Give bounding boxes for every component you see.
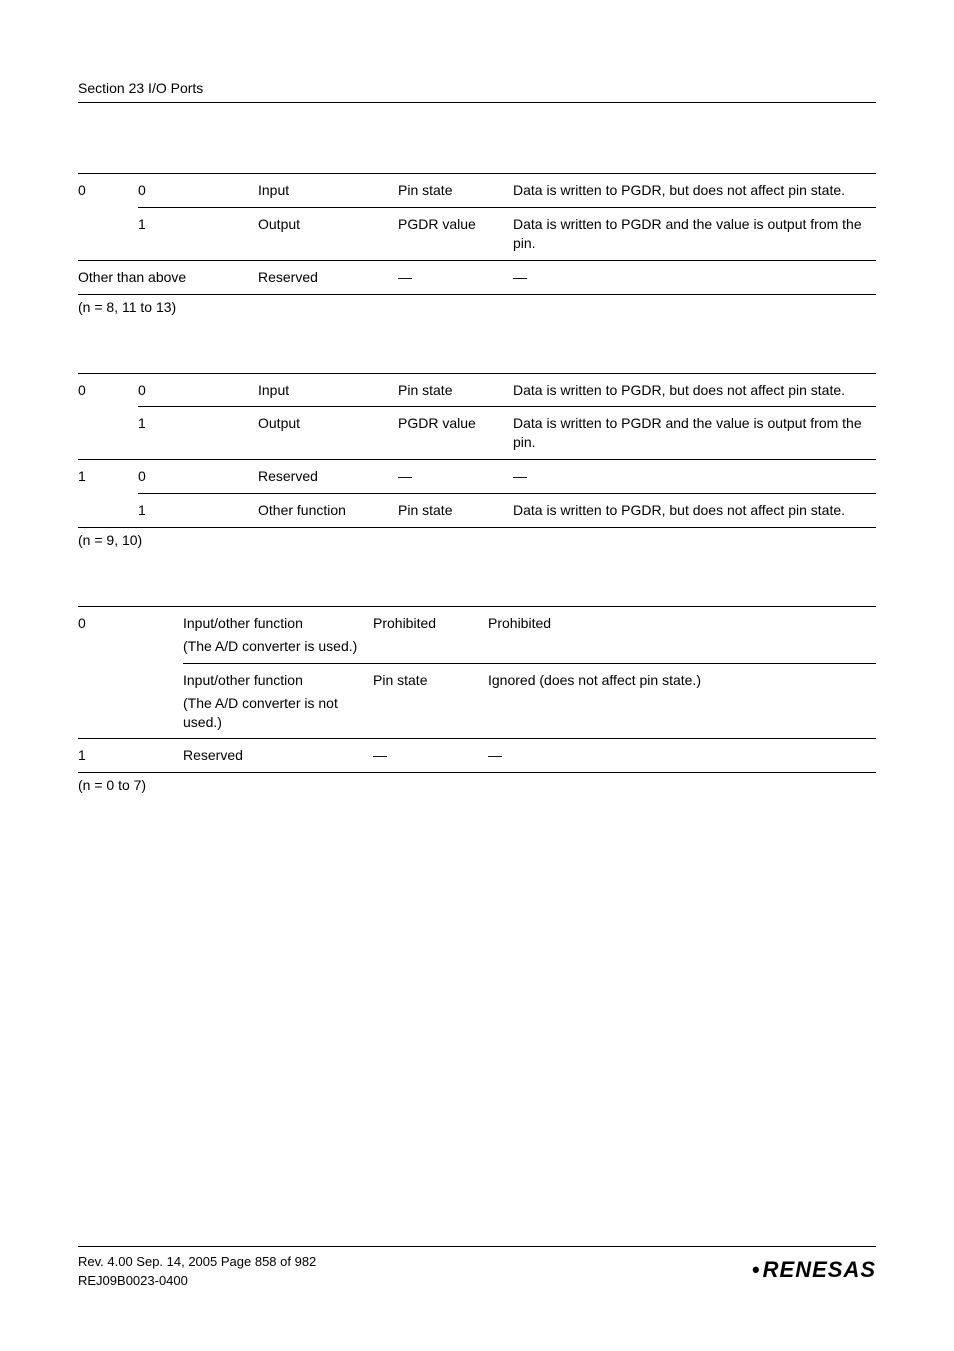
table-1: 0 0 Input Pin state Data is written to P… (78, 173, 876, 295)
cell: Reserved (183, 739, 373, 773)
table-row: 1 0 Reserved — — (78, 460, 876, 494)
table-row: Other than above Reserved — — (78, 260, 876, 294)
table-2-note: (n = 9, 10) (78, 532, 876, 548)
table-2: 0 0 Input Pin state Data is written to P… (78, 373, 876, 528)
cell-text: Input/other function (183, 671, 363, 690)
cell: — (513, 460, 876, 494)
cell: 1 (78, 460, 138, 494)
cell: — (398, 460, 513, 494)
cell: Data is written to PGDR and the value is… (513, 407, 876, 460)
cell: Pin state (398, 494, 513, 528)
page-footer: Rev. 4.00 Sep. 14, 2005 Page 858 of 982 … (78, 1246, 876, 1291)
table-row: 1 Output PGDR value Data is written to P… (78, 207, 876, 260)
cell: Other function (258, 494, 398, 528)
table-row: 0 0 Input Pin state Data is written to P… (78, 373, 876, 407)
section-header: Section 23 I/O Ports (78, 80, 876, 103)
cell: Prohibited (488, 607, 876, 664)
page: Section 23 I/O Ports 0 0 Input Pin state… (0, 0, 954, 1351)
cell: 0 (138, 373, 258, 407)
table-3: 0 Input/other function (The A/D converte… (78, 606, 876, 773)
cell: — (398, 260, 513, 294)
cell: Output (258, 407, 398, 460)
cell: 0 (138, 174, 258, 208)
cell: Ignored (does not affect pin state.) (488, 663, 876, 739)
table-row: 1 Reserved — — (78, 739, 876, 773)
table-row: 0 Input/other function (The A/D converte… (78, 607, 876, 664)
cell: Reserved (258, 460, 398, 494)
cell: — (488, 739, 876, 773)
cell: PGDR value (398, 207, 513, 260)
renesas-logo: •RENESAS (752, 1253, 876, 1283)
footer-line-2: REJ09B0023-0400 (78, 1272, 316, 1291)
cell: Output (258, 207, 398, 260)
table-row: 1 Other function Pin state Data is writt… (78, 494, 876, 528)
cell (78, 407, 138, 460)
cell (78, 663, 183, 739)
cell: 0 (78, 373, 138, 407)
cell: Reserved (258, 260, 398, 294)
cell (78, 207, 138, 260)
cell: Prohibited (373, 607, 488, 664)
cell: Data is written to PGDR and the value is… (513, 207, 876, 260)
cell: Data is written to PGDR, but does not af… (513, 174, 876, 208)
cell: Pin state (373, 663, 488, 739)
cell: Input (258, 174, 398, 208)
cell: — (373, 739, 488, 773)
cell: Pin state (398, 174, 513, 208)
cell-text: (The A/D converter is used.) (183, 637, 363, 656)
table-row: 1 Output PGDR value Data is written to P… (78, 407, 876, 460)
cell: PGDR value (398, 407, 513, 460)
cell: Other than above (78, 260, 258, 294)
cell-text: (The A/D converter is not used.) (183, 694, 363, 732)
cell: — (513, 260, 876, 294)
cell: 1 (78, 739, 183, 773)
cell: 1 (138, 207, 258, 260)
cell: Input (258, 373, 398, 407)
footer-line-1: Rev. 4.00 Sep. 14, 2005 Page 858 of 982 (78, 1253, 316, 1272)
logo-text: RENESAS (763, 1257, 876, 1282)
cell: 1 (138, 407, 258, 460)
table-3-note: (n = 0 to 7) (78, 777, 876, 793)
footer-text: Rev. 4.00 Sep. 14, 2005 Page 858 of 982 … (78, 1253, 316, 1291)
cell: Pin state (398, 373, 513, 407)
cell: Data is written to PGDR, but does not af… (513, 373, 876, 407)
table-row: 0 0 Input Pin state Data is written to P… (78, 174, 876, 208)
cell: Data is written to PGDR, but does not af… (513, 494, 876, 528)
cell: 0 (138, 460, 258, 494)
table-row: Input/other function (The A/D converter … (78, 663, 876, 739)
cell: 0 (78, 174, 138, 208)
cell: 0 (78, 607, 183, 664)
table-1-note: (n = 8, 11 to 13) (78, 299, 876, 315)
cell: 1 (138, 494, 258, 528)
cell: Input/other function (The A/D converter … (183, 663, 373, 739)
cell (78, 494, 138, 528)
cell-text: Input/other function (183, 614, 363, 633)
cell: Input/other function (The A/D converter … (183, 607, 373, 664)
